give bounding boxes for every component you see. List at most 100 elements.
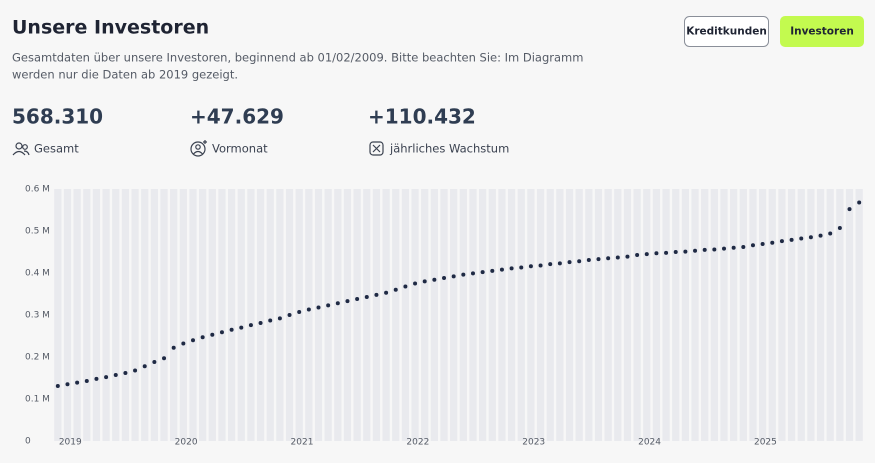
x-tick-label: 2024 <box>638 438 661 448</box>
column-bg <box>247 189 255 441</box>
x-tick-label: 2021 <box>291 438 314 448</box>
data-point <box>364 294 369 299</box>
data-point <box>162 356 167 361</box>
data-point <box>384 290 389 295</box>
data-point <box>403 284 408 289</box>
stat-value: +47.629 <box>190 105 284 129</box>
column-bg <box>459 189 467 441</box>
data-point <box>248 323 253 328</box>
column-bg <box>92 189 101 441</box>
y-tick-label: 0.2 M <box>25 353 50 363</box>
button[interactable]: Investoren <box>780 16 864 47</box>
data-point <box>750 243 755 248</box>
column-bg <box>488 189 496 441</box>
data-point <box>268 318 273 323</box>
column-bg <box>816 189 825 441</box>
button-bg[interactable] <box>684 16 769 47</box>
column-bg <box>546 189 554 441</box>
data-point <box>316 305 321 310</box>
column-bg <box>536 189 545 441</box>
data-point <box>731 245 736 250</box>
column-bg <box>112 189 120 441</box>
data-point <box>219 330 224 335</box>
button[interactable]: Kreditkunden <box>684 16 769 47</box>
data-point <box>422 279 427 284</box>
data-point <box>499 267 504 272</box>
column-bg <box>575 189 583 441</box>
column-bg <box>141 189 149 441</box>
data-point <box>693 248 698 253</box>
column-bg <box>787 189 796 441</box>
column-bg <box>334 189 342 441</box>
data-point <box>152 360 157 365</box>
data-point <box>828 231 833 236</box>
column-bg <box>672 189 680 441</box>
data-point <box>133 368 138 373</box>
column-bg <box>652 189 661 441</box>
column-bg <box>758 189 767 441</box>
column-bg <box>517 189 525 441</box>
column-bg <box>797 189 805 441</box>
data-point <box>519 265 524 270</box>
data-point <box>615 255 620 260</box>
data-point <box>65 382 70 387</box>
column-bg <box>498 189 506 441</box>
data-point <box>277 316 282 321</box>
y-tick-label: 0.1 M <box>25 395 50 405</box>
column-bg <box>218 189 226 441</box>
data-point <box>770 240 775 245</box>
data-point <box>239 325 244 330</box>
column-bg <box>411 189 419 441</box>
column-bg <box>855 189 863 441</box>
data-point <box>548 262 553 267</box>
column-bg <box>662 189 670 441</box>
data-point <box>702 247 707 252</box>
data-point <box>142 364 147 369</box>
column-bg <box>633 189 641 441</box>
data-point <box>596 257 601 262</box>
column-bg <box>845 189 854 441</box>
page-title: Unsere Investoren <box>12 17 209 39</box>
x-tick-label: 2019 <box>59 438 82 448</box>
icon-user-plus <box>190 140 207 157</box>
column-bg <box>276 189 284 441</box>
button-label[interactable]: Investoren <box>790 26 854 38</box>
data-point <box>326 303 331 308</box>
y-tick-label: 0.6 M <box>25 185 50 195</box>
x-tick-label: 2025 <box>754 438 777 448</box>
data-point <box>345 299 350 304</box>
data-point <box>654 251 659 256</box>
data-point <box>335 301 340 306</box>
data-point <box>606 256 611 261</box>
stat-label: jährliches Wachstum <box>389 142 509 156</box>
column-bg <box>681 189 690 441</box>
column-bg <box>614 189 622 441</box>
icon-users <box>12 142 30 156</box>
data-point <box>181 341 186 346</box>
column-bg <box>63 189 72 441</box>
button-label[interactable]: Kreditkunden <box>686 26 767 38</box>
column-bg <box>150 189 159 441</box>
data-point <box>461 272 466 277</box>
column-bg <box>749 189 757 441</box>
data-point <box>635 252 640 257</box>
button-bg[interactable] <box>780 16 864 47</box>
data-point <box>799 236 804 241</box>
column-bg <box>768 189 776 441</box>
column-bg <box>170 189 178 441</box>
data-point <box>625 254 630 259</box>
column-bg <box>83 189 91 441</box>
data-point <box>741 244 746 249</box>
column-bg <box>314 189 323 441</box>
data-point <box>306 307 311 312</box>
stat-value: +110.432 <box>368 105 476 129</box>
data-point <box>837 226 842 231</box>
data-point <box>857 200 862 205</box>
data-point <box>722 246 727 251</box>
data-point <box>664 250 669 255</box>
data-point <box>779 239 784 244</box>
stat-value: 568.310 <box>12 105 103 129</box>
y-tick-label: 0.4 M <box>25 269 50 279</box>
data-point <box>818 233 823 238</box>
column-bg <box>778 189 786 441</box>
